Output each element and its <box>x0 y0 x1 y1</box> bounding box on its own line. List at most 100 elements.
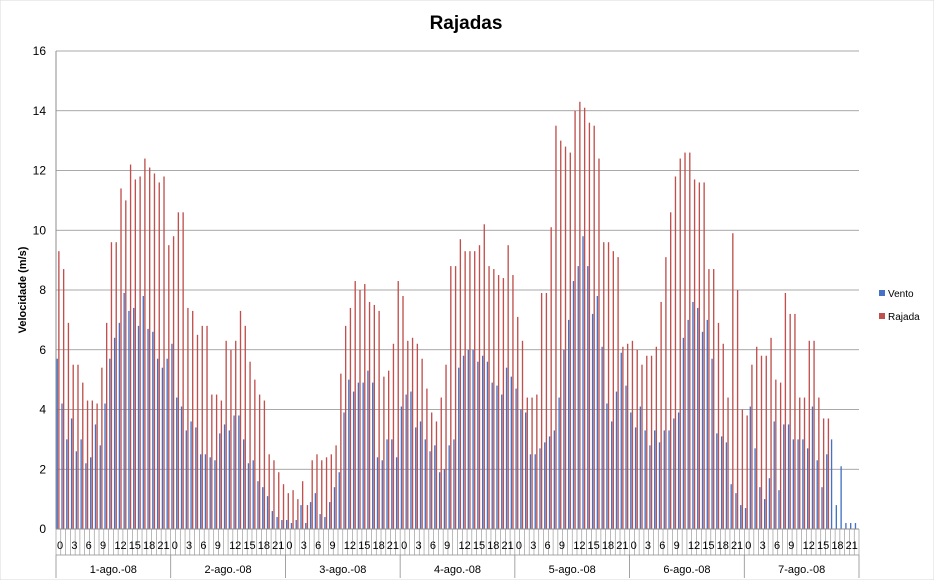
bar-rajada <box>698 182 701 529</box>
bar-vento <box>692 301 694 529</box>
bar-vento <box>257 481 259 529</box>
bar-vento <box>443 469 446 529</box>
bar-vento <box>740 505 742 529</box>
bar-rajada <box>789 313 791 529</box>
bar-vento <box>754 448 756 529</box>
bar-rajada <box>182 212 184 529</box>
bar-vento <box>290 523 293 529</box>
bar-rajada <box>239 310 242 529</box>
bar-rajada <box>62 269 65 529</box>
bar-vento <box>654 430 656 529</box>
x-tick-label-hour: 15 <box>473 540 485 552</box>
bar-vento <box>185 430 187 529</box>
bar-vento <box>415 427 417 529</box>
y-tick-label: 10 <box>33 223 47 237</box>
bar-vento <box>137 325 140 529</box>
bar-rajada <box>478 245 481 529</box>
x-tick-label-hour: 0 <box>57 540 63 552</box>
bar-vento <box>271 511 273 529</box>
bar-vento <box>352 391 355 529</box>
bar-vento <box>677 412 680 529</box>
bar-rajada <box>646 355 648 529</box>
y-tick-label: 4 <box>39 403 46 417</box>
bar-vento <box>539 448 541 529</box>
x-tick-label-hour: 0 <box>745 540 751 552</box>
bar-vento <box>362 382 364 529</box>
bar-vento <box>458 367 460 529</box>
bar-rajada <box>392 343 395 529</box>
bar-rajada <box>459 239 462 529</box>
bar-rajada <box>187 307 189 529</box>
bar-rajada <box>469 251 471 529</box>
bar-rajada <box>292 490 294 529</box>
bar-rajada <box>822 418 825 529</box>
bar-vento <box>70 418 73 529</box>
bar-rajada <box>732 233 734 530</box>
bar-vento <box>309 502 312 529</box>
y-tick-label: 8 <box>39 283 46 297</box>
x-tick-label-hour: 21 <box>387 540 399 552</box>
legend-label: Vento <box>888 289 914 300</box>
bar-vento <box>763 499 766 530</box>
bar-vento <box>123 292 125 529</box>
bar-rajada <box>636 349 638 529</box>
x-tick-label-hour: 9 <box>100 540 106 552</box>
bar-vento <box>582 236 584 529</box>
x-tick-label-hour: 6 <box>200 540 206 552</box>
bar-vento <box>247 463 250 529</box>
x-tick-label-hour: 12 <box>573 540 585 552</box>
bar-rajada <box>359 290 361 529</box>
bar-rajada <box>765 355 767 529</box>
bar-rajada <box>818 397 820 529</box>
bar-vento <box>711 358 713 529</box>
bar-vento <box>395 457 398 529</box>
x-tick-label-hour: 0 <box>172 540 178 552</box>
bar-rajada <box>612 251 614 529</box>
bar-rajada <box>110 242 113 529</box>
bar-vento <box>687 319 689 530</box>
bar-rajada <box>827 418 830 529</box>
bar-rajada <box>588 122 591 529</box>
bar-vento <box>491 382 493 529</box>
bar-rajada <box>779 382 782 529</box>
bar-rajada <box>631 340 634 529</box>
y-tick-label: 14 <box>33 104 47 118</box>
x-tick-label-hour: 0 <box>631 540 637 552</box>
x-tick-label-hour: 21 <box>272 540 284 552</box>
bar-vento <box>524 412 527 529</box>
x-tick-label-hour: 15 <box>702 540 714 552</box>
bar-vento <box>807 448 809 529</box>
x-tick-label-hour: 9 <box>215 540 221 552</box>
bar-vento <box>176 397 178 529</box>
bar-vento <box>783 424 785 529</box>
x-tick-label-hour: 21 <box>616 540 628 552</box>
bar-vento <box>840 466 842 529</box>
bar-vento <box>668 430 670 529</box>
bar-rajada <box>736 290 739 529</box>
x-tick-label-hour: 6 <box>430 540 436 552</box>
y-axis-label: Velocidade (m/s) <box>17 246 29 333</box>
x-tick-label-hour: 18 <box>143 540 155 552</box>
bar-vento <box>706 319 708 530</box>
bar-rajada <box>550 227 552 529</box>
bar-rajada <box>402 295 404 529</box>
x-tick-label-hour: 6 <box>659 540 665 552</box>
x-tick-label-hour: 15 <box>129 540 141 552</box>
bar-vento <box>391 439 393 530</box>
bar-rajada <box>540 292 543 529</box>
bar-vento <box>625 385 627 529</box>
bar-vento <box>171 343 173 529</box>
bar-vento <box>845 523 847 529</box>
x-tick-label-hour: 15 <box>243 540 255 552</box>
gridlines <box>56 50 859 470</box>
bar-rajada <box>775 379 777 530</box>
bar-vento <box>773 421 775 529</box>
bar-rajada <box>201 325 203 529</box>
bar-vento <box>830 439 833 530</box>
bar-rajada <box>134 179 137 529</box>
bar-vento <box>568 319 570 530</box>
bar-rajada <box>756 346 758 529</box>
bar-rajada <box>378 310 380 529</box>
bar-rajada <box>273 460 275 529</box>
